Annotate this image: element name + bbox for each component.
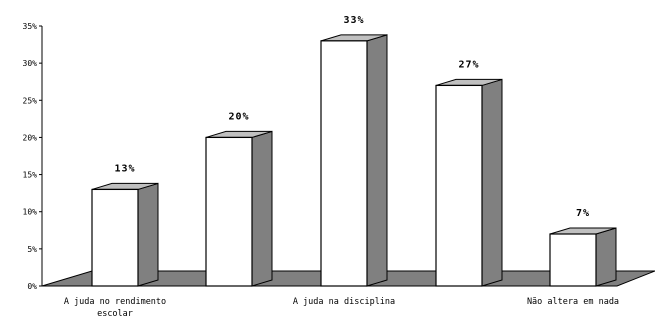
- y-tick-label: 30%: [23, 59, 38, 68]
- bar: [91, 182, 159, 287]
- x-category-label-line: A juda no rendimento: [64, 297, 166, 307]
- y-tick-label: 25%: [23, 96, 38, 105]
- bar: [549, 227, 617, 287]
- y-tick-label: 35%: [23, 22, 38, 31]
- bars: [91, 34, 617, 287]
- data-label: 13%: [114, 163, 135, 174]
- bar-front-face: [91, 188, 139, 287]
- x-category-label-line: Não altera em nada: [527, 297, 619, 307]
- x-category-label: A juda no rendimento escolar: [64, 297, 166, 319]
- bar-side-face: [251, 130, 273, 287]
- bar: [435, 78, 503, 287]
- x-category-label-line: escolar: [97, 309, 133, 319]
- y-tick-label: 15%: [23, 171, 38, 180]
- y-tick-label: 10%: [23, 208, 38, 217]
- bar-side-face: [595, 227, 617, 287]
- bar-front-face: [549, 233, 597, 287]
- bar-front-face: [205, 136, 253, 287]
- x-axis-labels: A juda no rendimento escolar A juda na dis…: [64, 297, 619, 319]
- x-category-label-line: A juda na disciplina: [293, 297, 395, 307]
- bar-side-face: [366, 34, 388, 287]
- data-label: 20%: [228, 111, 249, 122]
- y-tick-label: 20%: [23, 133, 38, 142]
- bar: [320, 34, 388, 287]
- bar-side-face: [137, 182, 159, 287]
- y-tick-label: 5%: [27, 245, 37, 254]
- bar-front-face: [320, 40, 368, 287]
- x-category-label: Não altera em nada: [527, 297, 619, 307]
- x-category-label: A juda na disciplina: [293, 297, 395, 307]
- bar-front-face: [435, 84, 483, 287]
- y-tick-label: 0%: [27, 282, 37, 291]
- bar-side-face: [481, 78, 503, 287]
- data-label: 7%: [576, 208, 590, 219]
- data-labels: 13% 20% 33% 27% 7%: [114, 15, 590, 219]
- y-axis: 0% 5% 10% 15% 20% 25% 30% 35%: [23, 22, 43, 291]
- bar: [205, 130, 273, 287]
- data-label: 27%: [458, 59, 479, 70]
- data-label: 33%: [343, 15, 364, 26]
